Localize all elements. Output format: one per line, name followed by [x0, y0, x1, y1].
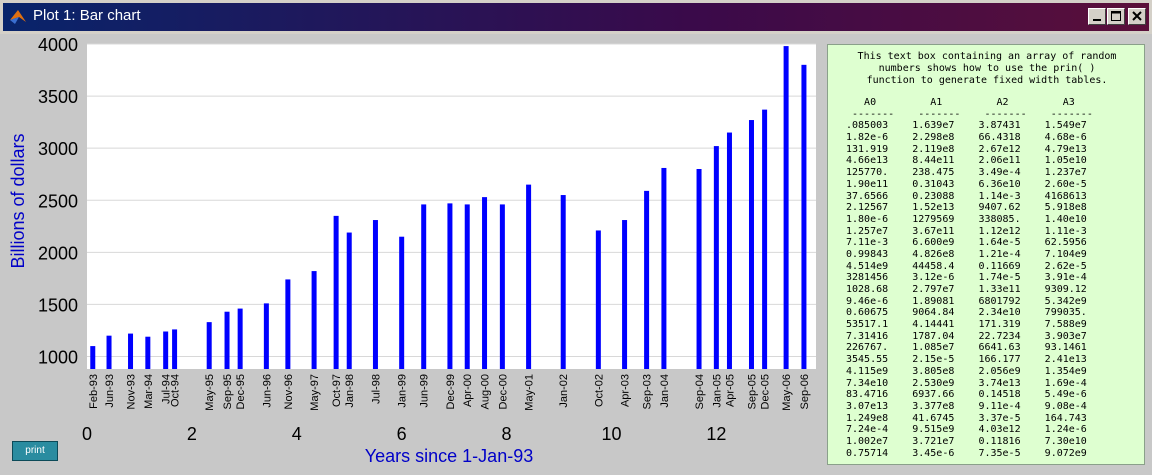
- close-icon: [1132, 11, 1142, 21]
- bar: [224, 311, 230, 369]
- bar: [172, 329, 178, 369]
- category-label: May-97: [309, 374, 321, 411]
- bar: [346, 232, 352, 369]
- bar: [90, 346, 96, 369]
- category-label: Apr-03: [620, 374, 632, 407]
- bar: [372, 220, 378, 369]
- print-button[interactable]: print: [12, 441, 58, 461]
- category-label: Apr-05: [724, 374, 736, 407]
- x-tick-label: 2: [187, 424, 197, 444]
- category-label: Sep-04: [694, 374, 706, 409]
- bar: [311, 271, 317, 369]
- bar: [263, 303, 269, 369]
- bar: [145, 336, 151, 369]
- category-label: Sep-03: [642, 374, 654, 409]
- bar: [285, 279, 291, 369]
- bar: [464, 204, 470, 369]
- random-number-table: A0 A1 A2 A3 ------- ------- ------- ----…: [846, 97, 1093, 459]
- bar: [526, 184, 532, 369]
- bar: [128, 333, 134, 369]
- bar: [762, 109, 768, 369]
- x-tick-label: 12: [706, 424, 726, 444]
- bar: [726, 132, 732, 369]
- category-label: Nov-96: [283, 374, 295, 409]
- bar: [237, 308, 243, 369]
- category-label: Jun-99: [419, 374, 431, 408]
- maximize-icon: [1111, 11, 1121, 21]
- category-label: Jun-93: [104, 374, 116, 408]
- category-label: Sep-05: [746, 374, 758, 409]
- bar: [106, 335, 112, 369]
- bar: [482, 197, 488, 369]
- category-label: Oct-02: [593, 374, 605, 407]
- category-label: Dec-95: [235, 374, 247, 409]
- x-tick-label: 4: [292, 424, 302, 444]
- y-tick-label: 2500: [38, 191, 78, 211]
- category-label: May-06: [781, 374, 793, 411]
- bar: [783, 46, 789, 369]
- y-tick-label: 3500: [38, 87, 78, 107]
- bar: [421, 204, 427, 369]
- category-label: Apr-00: [462, 374, 474, 407]
- category-label: Sep-95: [222, 374, 234, 409]
- x-tick-label: 8: [502, 424, 512, 444]
- category-label: Jan-99: [397, 374, 409, 408]
- bar: [801, 64, 807, 369]
- text-box-intro: This text box containing an array of ran…: [857, 51, 1117, 86]
- x-tick-label: 6: [397, 424, 407, 444]
- bar: [644, 190, 650, 369]
- bar: [163, 331, 169, 369]
- bar: [333, 215, 339, 369]
- category-label: Mar-94: [143, 374, 155, 409]
- category-label: Sep-06: [799, 374, 811, 409]
- text-box: This text box containing an array of ran…: [827, 44, 1145, 465]
- window-titlebar[interactable]: Plot 1: Bar chart: [0, 0, 1152, 34]
- category-label: Aug-00: [480, 374, 492, 409]
- category-label: Jun-96: [261, 374, 273, 408]
- category-label: Jul-94: [161, 374, 173, 404]
- category-label: May-95: [204, 374, 216, 411]
- category-label: Dec-05: [760, 374, 772, 409]
- bar: [447, 203, 453, 369]
- bar: [748, 120, 754, 370]
- bar: [713, 146, 719, 369]
- bar: [595, 230, 601, 369]
- category-label: Nov-93: [126, 374, 138, 409]
- close-button[interactable]: [1128, 8, 1146, 25]
- category-label: May-01: [524, 374, 536, 411]
- category-label: Jul-98: [370, 374, 382, 404]
- window-title: Plot 1: Bar chart: [33, 7, 141, 24]
- y-axis-label: Billions of dollars: [8, 133, 28, 268]
- category-label: Jan-98: [344, 374, 356, 408]
- bar-chart: 1000 1500 2000 2500 3000 3500 4000 0 2 4 6 8 10 12 F…: [8, 35, 816, 466]
- y-tick-label: 4000: [38, 35, 78, 55]
- y-tick-label: 1500: [38, 295, 78, 315]
- matlab-logo-icon: [10, 10, 26, 24]
- minimize-button[interactable]: [1088, 8, 1106, 25]
- category-label: Dec-99: [445, 374, 457, 409]
- category-label: Oct-94: [170, 374, 182, 407]
- x-tick-label: 0: [82, 424, 92, 444]
- maximize-button[interactable]: [1107, 8, 1125, 25]
- bar: [661, 167, 667, 369]
- x-tick-label: 10: [601, 424, 621, 444]
- category-label: Jan-02: [558, 374, 570, 408]
- bar: [696, 169, 702, 369]
- category-label: Oct-97: [331, 374, 343, 407]
- category-label: Feb-93: [88, 374, 100, 409]
- bar: [399, 236, 405, 369]
- minimize-icon: [1093, 19, 1101, 21]
- category-label: Dec-00: [497, 374, 509, 409]
- bar: [622, 220, 628, 369]
- y-tick-label: 1000: [38, 348, 78, 368]
- bar: [206, 322, 212, 369]
- y-tick-label: 2000: [38, 243, 78, 263]
- category-label: Jan-05: [711, 374, 723, 408]
- y-tick-label: 3000: [38, 139, 78, 159]
- bar: [499, 204, 505, 369]
- category-label: Jan-04: [659, 374, 671, 408]
- bar: [560, 195, 566, 369]
- x-axis-label: Years since 1-Jan-93: [365, 446, 533, 466]
